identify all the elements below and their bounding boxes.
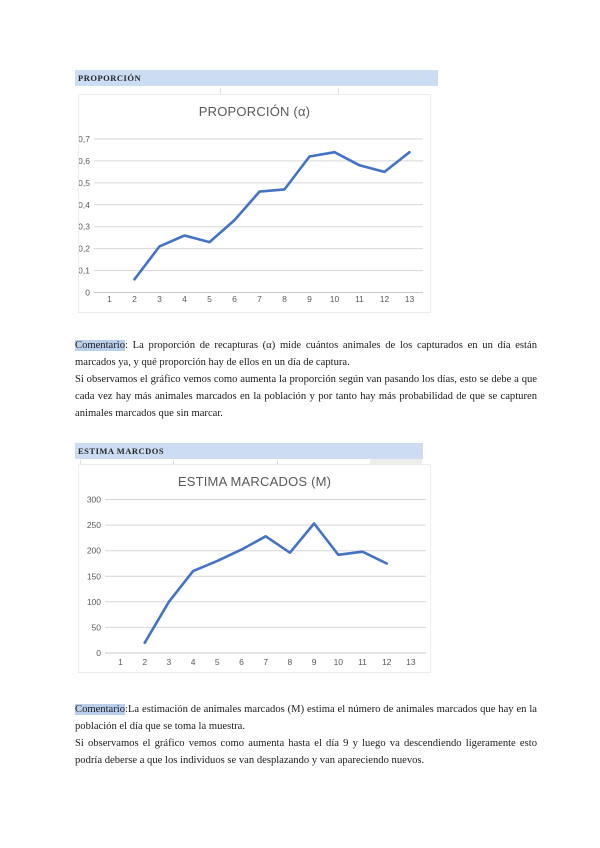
svg-text:8: 8 xyxy=(288,657,293,667)
comment-text: :La estimación de animales marcados (M) … xyxy=(75,704,537,766)
spreadsheet-gridline-artifact xyxy=(173,460,174,465)
comment-paragraph-proporcion: Comentario: La proporción de recapturas … xyxy=(75,337,537,422)
chart-estima-marcados: ESTIMA MARCADOS (M) 0 50 100 150 200 250 300 1 2… xyxy=(78,464,431,673)
spreadsheet-cell-artifact xyxy=(370,459,422,464)
svg-text:7: 7 xyxy=(257,294,262,304)
svg-text:1: 1 xyxy=(107,294,112,304)
svg-text:0: 0 xyxy=(85,288,90,298)
section-header-label: ESTIMA MARCDOS xyxy=(78,446,165,456)
svg-text:6: 6 xyxy=(232,294,237,304)
chart-title-estima-marcados: ESTIMA MARCADOS (M) xyxy=(177,474,332,489)
svg-text:13: 13 xyxy=(405,294,415,304)
svg-text:2: 2 xyxy=(132,294,137,304)
svg-text:200: 200 xyxy=(87,546,101,556)
comment-text: : La proporción de recapturas (α) mide c… xyxy=(75,340,537,419)
spreadsheet-gridline-artifact xyxy=(80,460,81,465)
svg-text:5: 5 xyxy=(207,294,212,304)
section-header-estima-marcados: ESTIMA MARCDOS xyxy=(75,443,423,459)
section-header-proporcion: PROPORCIÓN xyxy=(75,70,438,86)
svg-text:7: 7 xyxy=(263,657,268,667)
spreadsheet-gridline-artifact xyxy=(220,88,221,95)
svg-text:9: 9 xyxy=(307,294,312,304)
svg-text:0,1: 0,1 xyxy=(79,266,90,276)
svg-text:11: 11 xyxy=(358,657,367,667)
svg-text:100: 100 xyxy=(87,597,101,607)
comment-label-highlight: Comentario xyxy=(75,340,126,351)
svg-text:0,6: 0,6 xyxy=(79,156,90,166)
svg-text:4: 4 xyxy=(191,657,196,667)
svg-text:0,4: 0,4 xyxy=(79,200,90,210)
svg-text:50: 50 xyxy=(92,622,102,632)
svg-text:0,3: 0,3 xyxy=(79,222,90,232)
svg-text:12: 12 xyxy=(380,294,390,304)
svg-text:6: 6 xyxy=(239,657,244,667)
chart-title-proporcion: PROPORCIÓN (α) xyxy=(198,104,311,119)
svg-text:1: 1 xyxy=(118,657,123,667)
svg-text:4: 4 xyxy=(182,294,187,304)
svg-text:0,5: 0,5 xyxy=(79,178,90,188)
spreadsheet-gridline-artifact xyxy=(338,88,339,95)
svg-text:2: 2 xyxy=(142,657,147,667)
svg-text:10: 10 xyxy=(334,657,344,667)
svg-text:5: 5 xyxy=(215,657,220,667)
chart-proporcion: PROPORCIÓN (α) 0 0,1 0,2 0,3 0,4 0,5 0,6 0,7 1 2 3… xyxy=(78,94,431,313)
svg-text:300: 300 xyxy=(87,495,101,505)
svg-text:3: 3 xyxy=(167,657,172,667)
spreadsheet-gridline-artifact xyxy=(277,460,278,465)
comment-label-highlight: Comentario xyxy=(75,704,126,715)
svg-text:8: 8 xyxy=(282,294,287,304)
comment-paragraph-estima-marcados: Comentario:La estimación de animales mar… xyxy=(75,701,537,769)
svg-text:11: 11 xyxy=(355,294,364,304)
svg-text:0,2: 0,2 xyxy=(79,244,90,254)
line-chart-proporcion-svg: 00,10,20,30,40,50,60,71 2 3 4 5 6 7 8 9 10 11 12 13 xyxy=(79,134,423,304)
svg-text:3: 3 xyxy=(157,294,162,304)
svg-text:0: 0 xyxy=(96,648,101,658)
svg-text:12: 12 xyxy=(382,657,392,667)
svg-text:150: 150 xyxy=(87,571,101,581)
svg-text:10: 10 xyxy=(330,294,340,304)
svg-text:13: 13 xyxy=(406,657,416,667)
svg-text:0,7: 0,7 xyxy=(79,134,90,144)
svg-text:9: 9 xyxy=(312,657,317,667)
svg-text:250: 250 xyxy=(87,520,101,530)
section-header-label: PROPORCIÓN xyxy=(78,73,142,83)
